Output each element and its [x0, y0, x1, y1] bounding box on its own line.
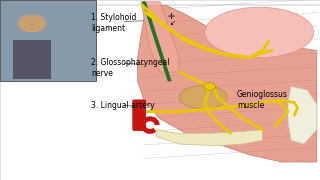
Ellipse shape: [179, 86, 227, 109]
Polygon shape: [142, 2, 171, 81]
Polygon shape: [138, 5, 317, 162]
Polygon shape: [141, 2, 179, 72]
FancyBboxPatch shape: [0, 0, 96, 81]
Text: 2. Glossopharyngeal
nerve: 2. Glossopharyngeal nerve: [91, 58, 170, 78]
Polygon shape: [157, 130, 262, 146]
Ellipse shape: [205, 7, 314, 58]
Text: 3. Lingual artery: 3. Lingual artery: [91, 101, 155, 110]
Ellipse shape: [204, 82, 215, 90]
FancyBboxPatch shape: [133, 100, 146, 130]
FancyBboxPatch shape: [13, 40, 51, 79]
Text: ✛: ✛: [168, 12, 175, 21]
Text: ↙: ↙: [170, 20, 176, 26]
Polygon shape: [288, 86, 317, 144]
Ellipse shape: [18, 14, 46, 32]
Text: Genioglossus
muscle: Genioglossus muscle: [237, 90, 288, 110]
Text: 1. Stylohoid
ligament: 1. Stylohoid ligament: [91, 13, 137, 33]
